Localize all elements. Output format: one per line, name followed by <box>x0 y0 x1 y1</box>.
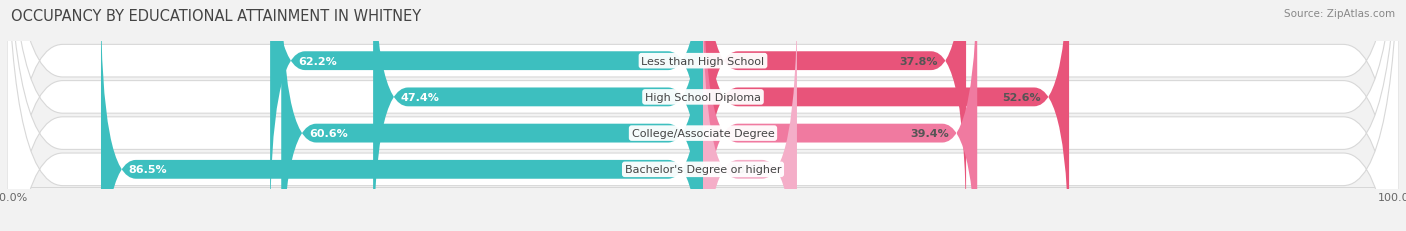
FancyBboxPatch shape <box>703 0 966 231</box>
Text: 47.4%: 47.4% <box>401 92 440 103</box>
FancyBboxPatch shape <box>703 0 977 231</box>
Text: 37.8%: 37.8% <box>900 56 938 66</box>
Text: 13.5%: 13.5% <box>731 165 769 175</box>
FancyBboxPatch shape <box>7 0 1399 231</box>
FancyBboxPatch shape <box>373 0 703 231</box>
Text: 86.5%: 86.5% <box>129 165 167 175</box>
Text: Bachelor's Degree or higher: Bachelor's Degree or higher <box>624 165 782 175</box>
Text: 52.6%: 52.6% <box>1002 92 1042 103</box>
FancyBboxPatch shape <box>7 0 1399 231</box>
FancyBboxPatch shape <box>7 0 1399 231</box>
Text: 62.2%: 62.2% <box>298 56 336 66</box>
Text: 39.4%: 39.4% <box>911 128 949 139</box>
FancyBboxPatch shape <box>270 0 703 231</box>
Text: 60.6%: 60.6% <box>309 128 347 139</box>
Text: OCCUPANCY BY EDUCATIONAL ATTAINMENT IN WHITNEY: OCCUPANCY BY EDUCATIONAL ATTAINMENT IN W… <box>11 9 422 24</box>
FancyBboxPatch shape <box>101 0 703 231</box>
FancyBboxPatch shape <box>703 0 1069 231</box>
Text: Less than High School: Less than High School <box>641 56 765 66</box>
Text: College/Associate Degree: College/Associate Degree <box>631 128 775 139</box>
FancyBboxPatch shape <box>703 0 797 231</box>
FancyBboxPatch shape <box>281 0 703 231</box>
Text: Source: ZipAtlas.com: Source: ZipAtlas.com <box>1284 9 1395 19</box>
Text: High School Diploma: High School Diploma <box>645 92 761 103</box>
FancyBboxPatch shape <box>7 0 1399 231</box>
